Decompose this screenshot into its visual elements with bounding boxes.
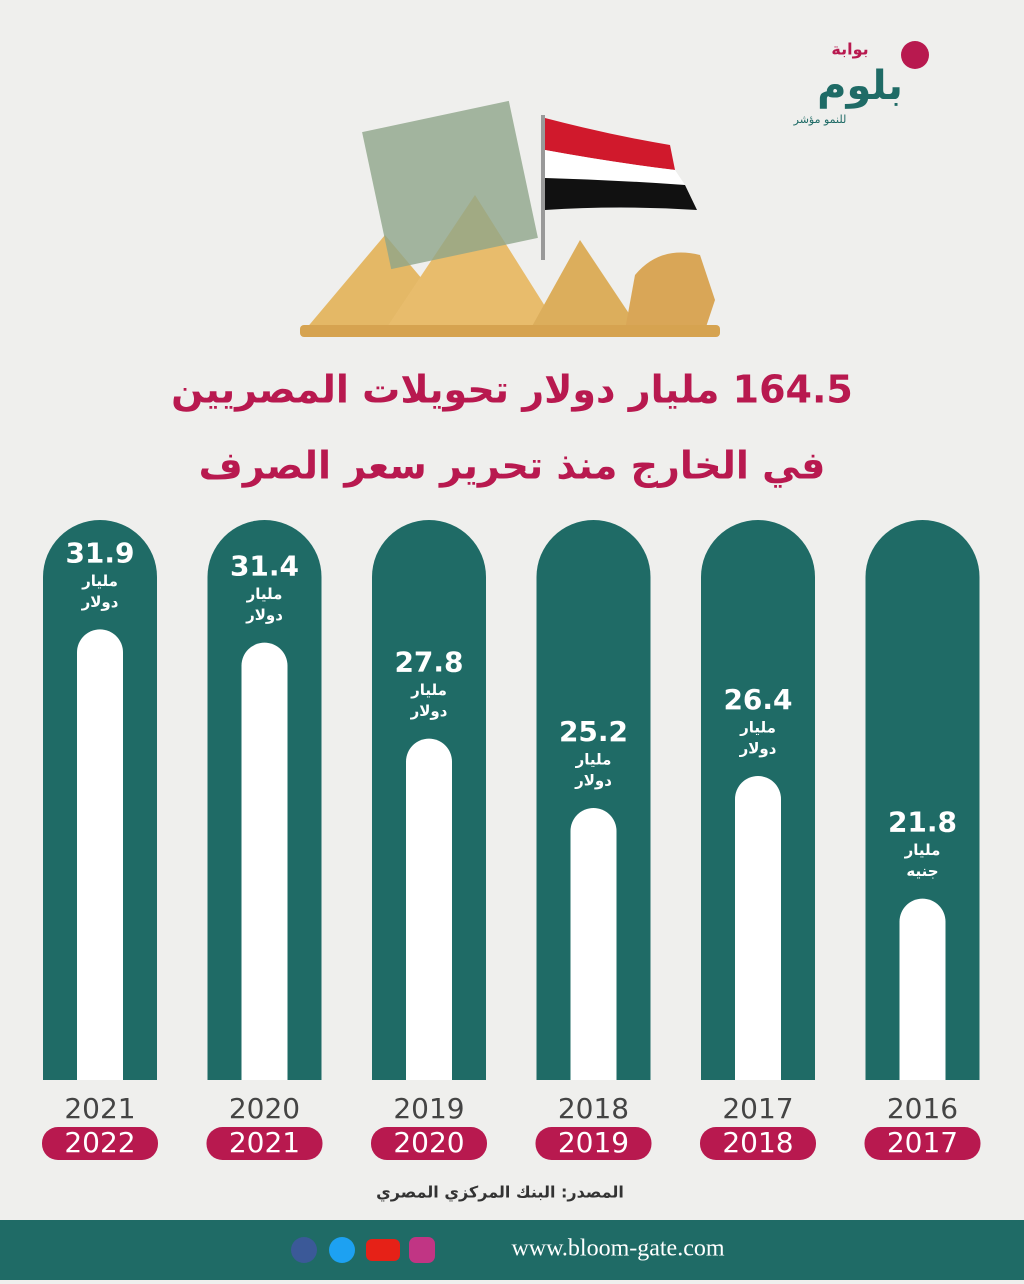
unit-label: دولار <box>410 702 448 720</box>
pillar <box>536 520 651 1080</box>
instagram-icon[interactable] <box>409 1237 435 1263</box>
logo: بوابة بلوم للنمو مؤشر <box>793 40 929 126</box>
bar <box>77 629 123 1080</box>
flag-black <box>545 178 697 210</box>
youtube-icon[interactable] <box>366 1239 400 1261</box>
x-tick-label: 2018 <box>722 1126 793 1159</box>
pillar <box>865 520 980 1080</box>
year-pill <box>535 1127 652 1160</box>
chart-title: 164.5 مليار دولار تحويلات المصريين <box>171 368 853 413</box>
unit-label: دولار <box>574 772 612 790</box>
year-pill <box>206 1127 323 1160</box>
bar <box>241 642 288 1080</box>
ground <box>300 325 720 337</box>
x-tick-label: 2021 <box>229 1126 300 1159</box>
pyramid <box>530 240 640 330</box>
twitter-icon[interactable] <box>329 1237 355 1263</box>
value-label: 25.2 <box>559 715 628 748</box>
illustration <box>300 100 720 337</box>
x-tick-label: 2022 <box>64 1126 135 1159</box>
x-tick-label: 2017 <box>887 1126 958 1159</box>
bar <box>406 738 452 1080</box>
bar <box>570 808 617 1080</box>
x-tick-label: 2017 <box>722 1092 793 1125</box>
value-label: 31.9 <box>65 536 134 569</box>
unit-label: مليار <box>904 841 941 859</box>
money <box>362 100 538 270</box>
unit-label: مليار <box>739 719 776 737</box>
logo-name: بلوم <box>817 63 903 109</box>
website[interactable]: www.bloom-gate.com <box>511 1236 724 1262</box>
value-label: 27.8 <box>394 646 463 679</box>
x-tick-label: 2021 <box>64 1092 135 1125</box>
logo-mic <box>901 41 929 69</box>
x-tick-label: 2016 <box>887 1092 958 1125</box>
bar <box>735 776 781 1080</box>
facebook-icon[interactable] <box>291 1237 317 1263</box>
unit-label: دولار <box>245 606 283 624</box>
x-tick-label: 2019 <box>558 1126 629 1159</box>
unit-label: مليار <box>410 681 447 699</box>
sphinx <box>625 252 715 330</box>
pyramid <box>385 195 560 330</box>
value-label: 31.4 <box>230 550 299 583</box>
logo-top: بوابة <box>831 40 868 59</box>
unit-label: جنيه <box>906 862 938 880</box>
unit-label: مليار <box>575 751 612 769</box>
logo-tagline: للنمو مؤشر <box>793 113 847 126</box>
unit-label: مليار <box>246 585 283 603</box>
year-pill <box>371 1127 487 1160</box>
year-pill <box>864 1127 981 1160</box>
value-label: 26.4 <box>723 683 792 716</box>
source: المصدر: البنك المركزي المصري <box>376 1183 624 1203</box>
year-pill <box>700 1127 816 1160</box>
year-pill <box>42 1127 158 1160</box>
unit-label: دولار <box>81 593 119 611</box>
x-tick-label: 2018 <box>558 1092 629 1125</box>
chart-subtitle: في الخارج منذ تحرير سعر الصرف <box>199 444 826 488</box>
flag-red <box>545 118 675 170</box>
x-tick-label: 2019 <box>393 1092 464 1125</box>
value-label: 21.8 <box>888 806 957 839</box>
unit-label: دولار <box>739 740 777 758</box>
bar <box>899 898 946 1080</box>
unit-label: مليار <box>81 572 118 590</box>
x-tick-label: 2020 <box>229 1092 300 1125</box>
footer-band <box>0 1220 1024 1280</box>
flag-white <box>545 150 685 185</box>
x-tick-label: 2020 <box>393 1126 464 1159</box>
